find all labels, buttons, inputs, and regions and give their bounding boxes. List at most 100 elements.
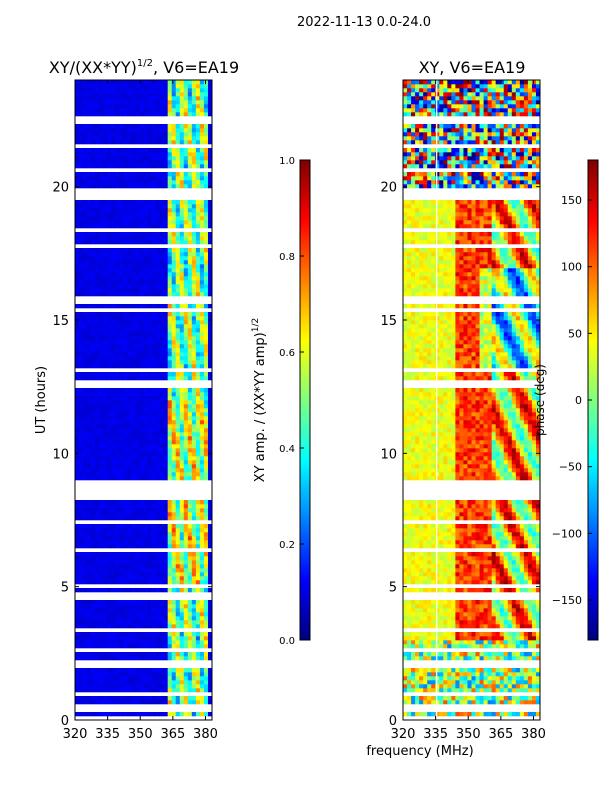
panel1-heatmap-cell [123,268,128,273]
panel2-heatmap-cell [439,632,444,637]
panel1-heatmap-cell [175,656,181,661]
panel2-heatmap-cell [511,696,517,701]
panel1-heatmap-cell [99,460,104,465]
panel1-heatmap-cell [123,420,128,425]
panel1-heatmap-cell [179,580,185,585]
panel1-heatmap-cell [111,544,116,549]
panel1-heatmap-cell [163,172,169,177]
panel1-heatmap-cell [111,644,116,649]
panel1-heatmap-cell [155,388,161,393]
panel1-heatmap-cell [151,236,156,241]
panel1-heatmap-cell [183,404,189,409]
panel1-heatmap-cell [167,476,173,481]
panel1-heatmap-cell [183,444,189,449]
panel1-heatmap-cell [195,176,201,181]
panel1-heatmap-cell [95,364,100,369]
panel1-heatmap-cell [207,324,212,329]
panel1-heatmap-cell [147,468,152,473]
panel1-heatmap-cell [159,512,165,517]
panel1-heatmap-cell [103,624,108,629]
panel1-heatmap-cell [179,172,185,177]
panel1-heatmap-cell [167,444,173,449]
panel1-heatmap-cell [179,180,185,185]
panel1-heatmap-cell [207,632,212,637]
panel1-heatmap-cell [199,164,205,169]
panel1-heatmap-cell [175,524,181,529]
panel1-heatmap-cell [107,564,112,569]
panel1-heatmap-cell [203,200,209,205]
panel1-heatmap-cell [75,644,80,649]
panel1-heatmap-cell [203,424,209,429]
panel1-heatmap-cell [151,636,156,641]
panel1-heatmap-cell [179,376,185,381]
panel1-heatmap-cell [171,240,177,245]
panel2-heatmap-cell [515,688,521,693]
panel1-heatmap-cell [199,528,205,533]
panel1-heatmap-cell [207,652,212,657]
panel1-heatmap-cell [171,620,177,625]
panel1-heatmap-cell [203,208,209,213]
panel1-heatmap-cell [103,604,108,609]
panel1-heatmap-cell [175,540,181,545]
panel1-heatmap-cell [159,128,165,133]
panel1-heatmap-cell [123,408,128,413]
panel1-heatmap-cell [75,612,80,617]
panel2-heatmap-cell [483,672,489,677]
panel1-heatmap-cell [115,136,120,141]
panel1-heatmap-cell [167,604,173,609]
panel1-heatmap-cell [203,204,209,209]
panel2-heatmap-cell [487,680,493,685]
panel1-heatmap-cell [111,640,116,645]
panel1-heatmap-cell [103,688,108,693]
panel1-heatmap-cell [75,184,80,189]
panel1-heatmap-cell [103,108,108,113]
panel1-heatmap-cell [119,632,124,637]
panel1-heatmap-cell [111,212,116,217]
panel1-heatmap-cell [135,304,140,309]
panel1-heatmap-cell [119,688,124,693]
panel1-heatmap-cell [159,256,165,261]
panel1-heatmap-cell [191,160,197,165]
panel2-heatmap-cell [411,668,416,673]
panel1-heatmap-cell [99,700,104,705]
panel2-heatmap-cell [515,652,521,657]
panel1-heatmap-cell [159,328,165,333]
panel1-heatmap-cell [127,200,132,205]
panel1-heatmap-cell [191,356,197,361]
panel1-heatmap-cell [87,288,92,293]
panel1-heatmap-cell [207,112,212,117]
panel1-heatmap-cell [119,620,124,625]
panel1-heatmap-cell [103,356,108,361]
panel1-heatmap-cell [115,396,120,401]
panel1-heatmap-cell [135,152,140,157]
panel1-heatmap-cell [115,432,120,437]
panel1-heatmap-cell [155,172,161,177]
panel1-heatmap-cell [95,432,100,437]
panel1-heatmap-cell [99,100,104,105]
panel2-heatmap-cell [479,640,484,645]
panel1-heatmap-cell [155,604,161,609]
panel1-heatmap-cell [187,508,193,513]
panel1-heatmap-cell [87,516,92,521]
panel1-heatmap-cell [83,576,88,581]
panel1-heatmap-cell [187,264,193,269]
panel1-heatmap-cell [187,672,193,677]
panel1-heatmap-cell [107,568,112,573]
panel1-heatmap-cell [147,272,152,277]
panel1-heatmap-cell [79,216,84,221]
panel1-heatmap-cell [91,280,96,285]
panel1-heatmap-cell [147,332,152,337]
panel1-heatmap-cell [155,336,161,341]
panel1-heatmap-cell [139,252,144,257]
panel1-heatmap-cell [111,84,116,89]
panel1-heatmap-cell [111,224,116,229]
panel1-heatmap-cell [187,580,193,585]
panel1-heatmap-cell [75,616,80,621]
panel1-heatmap-cell [147,136,152,141]
panel1-heatmap-cell [103,172,108,177]
panel1-heatmap-cell [91,700,96,705]
panel1-heatmap [75,80,212,720]
panel1-heatmap-cell [151,672,156,677]
panel1-heatmap-cell [167,452,173,457]
panel1-heatmap-cell [199,640,205,645]
